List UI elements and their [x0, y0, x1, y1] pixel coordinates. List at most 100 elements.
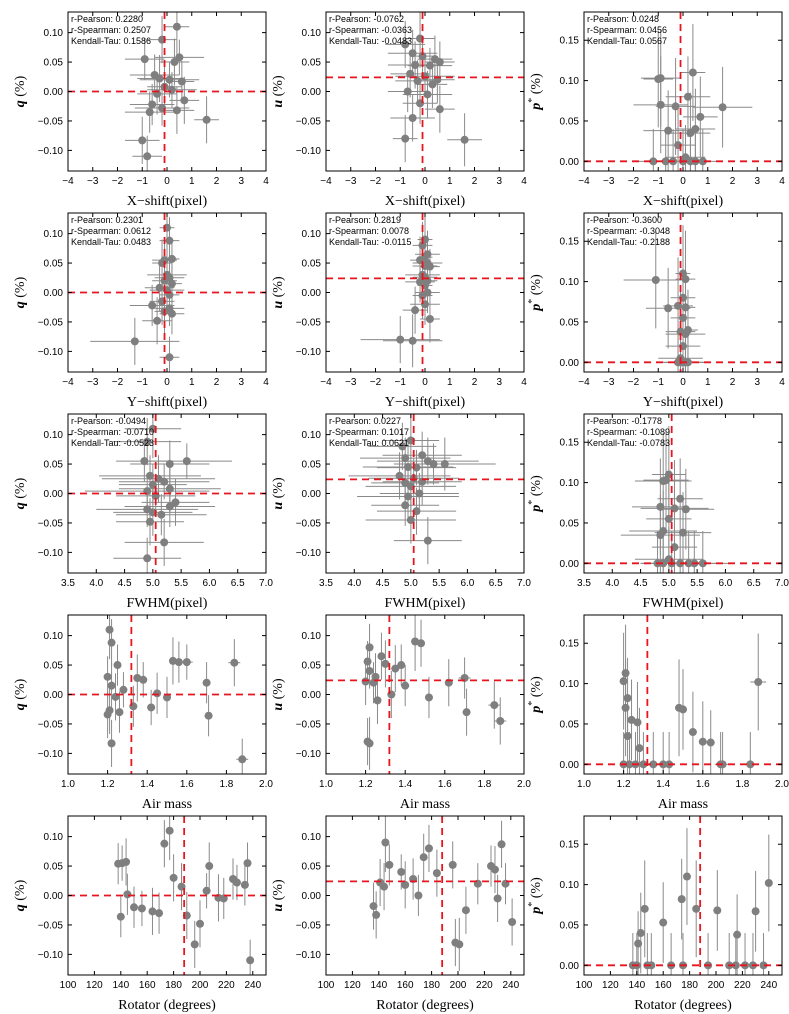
x-tick-label: −3: [345, 176, 357, 187]
x-tick-label: 2: [472, 176, 478, 187]
data-point: [167, 254, 176, 263]
data-point: [647, 961, 656, 970]
y-tick-label: 0.05: [560, 317, 580, 328]
data-point: [363, 657, 372, 666]
panel-p-fwhm: 3.5 4.0 4.5 5.0 5.5 6.0 6.5 7.0 0.00 0.05 0.10 0.15…: [527, 413, 789, 611]
x-tick-label: −2: [370, 377, 382, 388]
data-point: [493, 894, 502, 903]
stats-line: Kendall-Tau: 0.0483: [71, 237, 151, 247]
data-point: [623, 732, 632, 741]
x-tick-label: 1.0: [61, 779, 75, 790]
y-tick-label: −0.10: [296, 950, 322, 961]
data-point: [165, 75, 174, 84]
x-tick-label: 1.2: [359, 779, 373, 790]
data-point: [681, 275, 690, 284]
data-point: [122, 857, 131, 866]
data-point: [664, 126, 673, 135]
y-tick-label: −0.05: [296, 518, 322, 529]
data-point: [639, 760, 648, 769]
data-point: [682, 872, 691, 881]
x-axis-label: Air mass: [142, 797, 192, 812]
data-point: [205, 862, 214, 871]
data-point: [116, 912, 125, 921]
data-point: [160, 538, 169, 547]
data-point: [167, 309, 176, 318]
data-point: [171, 498, 180, 507]
y-tick-label: −0.10: [38, 950, 64, 961]
data-point: [165, 353, 174, 362]
data-points: [620, 426, 732, 573]
x-tick-label: 1.0: [319, 779, 333, 790]
data-point: [172, 106, 181, 115]
y-tick-label: −0.05: [296, 116, 322, 127]
data-point: [636, 929, 645, 938]
data-point: [146, 471, 155, 480]
y-tick-label: 0.00: [44, 489, 64, 500]
y-tick-label: 0.00: [560, 358, 580, 369]
data-point: [659, 760, 668, 769]
data-point: [139, 675, 148, 684]
y-tick-label: 0.00: [302, 489, 322, 500]
y-axis-label: q (%): [13, 477, 28, 509]
data-point: [424, 693, 433, 702]
stats-line: r-Pearson: -0.3600: [587, 215, 662, 225]
data-points: [361, 615, 507, 770]
y-tick-label: 0.10: [44, 631, 64, 642]
data-point: [490, 865, 499, 874]
data-point: [157, 510, 166, 519]
stats-line: r-Pearson: 0.0248: [587, 14, 659, 24]
data-point: [103, 672, 112, 681]
y-tick-label: 0.05: [560, 116, 580, 127]
x-tick-label: 1.2: [617, 779, 631, 790]
x-tick-label: 220: [734, 980, 751, 991]
data-point: [417, 639, 426, 648]
x-axis-label: FWHM(pixel): [643, 596, 724, 611]
x-tick-label: 3: [496, 377, 502, 388]
y-tick-label: 0.00: [302, 891, 322, 902]
data-point: [143, 152, 152, 161]
data-point: [635, 744, 644, 753]
x-tick-label: 180: [423, 980, 440, 991]
y-tick-label: 0.10: [44, 832, 64, 843]
data-point: [683, 92, 692, 101]
data-point: [381, 838, 390, 847]
x-tick-label: 6.5: [747, 578, 761, 589]
stats-line: Kendall-Tau: -0.0483: [329, 36, 412, 46]
y-tick-label: 0.10: [302, 229, 322, 240]
y-tick-label: 0.05: [302, 259, 322, 270]
data-point: [751, 907, 760, 916]
x-tick-label: 0: [164, 176, 170, 187]
data-point: [167, 85, 176, 94]
data-point: [759, 961, 768, 970]
x-axis-label: Rotator (degrees): [634, 998, 732, 1013]
x-tick-label: 4: [521, 176, 527, 187]
data-point: [369, 902, 378, 911]
x-tick-label: −1: [137, 176, 149, 187]
data-point: [153, 316, 162, 325]
data-point: [706, 738, 715, 747]
y-axis-label: q (%): [13, 879, 28, 911]
y-tick-label: 0.05: [44, 259, 64, 270]
x-tick-label: 1.8: [219, 779, 233, 790]
y-tick-label: −0.05: [38, 518, 64, 529]
data-point: [656, 531, 665, 540]
x-tick-label: 1.4: [398, 779, 412, 790]
data-point: [177, 77, 186, 86]
x-tick-label: 6.0: [202, 578, 216, 589]
y-tick-label: 0.10: [44, 430, 64, 441]
data-point: [408, 49, 417, 58]
y-axis-label: u (%): [271, 276, 286, 309]
x-tick-label: −2: [628, 377, 640, 388]
data-point: [455, 940, 464, 949]
data-point: [143, 554, 152, 563]
x-tick-label: 160: [139, 980, 156, 991]
data-point: [398, 442, 407, 451]
data-point: [429, 460, 438, 469]
y-tick-label: 0.00: [44, 891, 64, 902]
y-tick-label: 0.10: [302, 832, 322, 843]
x-tick-label: −4: [578, 377, 590, 388]
y-tick-label: 0.05: [560, 719, 580, 730]
x-axis-label: Rotator (degrees): [376, 998, 474, 1013]
data-point: [619, 677, 628, 686]
x-tick-label: 3: [238, 377, 244, 388]
